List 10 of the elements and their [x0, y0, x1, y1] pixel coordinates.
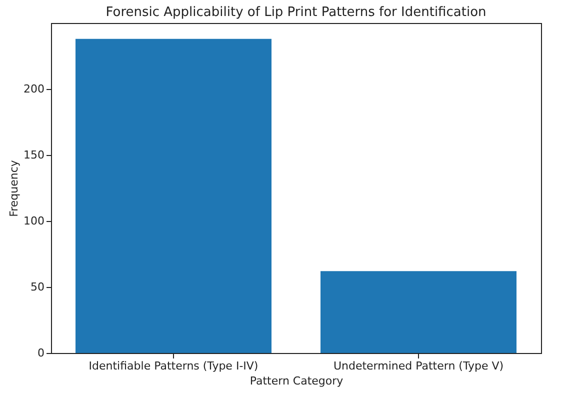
x-tick-label: Identifiable Patterns (Type I-IV) — [88, 360, 258, 372]
chart-title: Forensic Applicability of Lip Print Patterns for Identification — [106, 5, 486, 20]
x-axis-title: Pattern Category — [250, 374, 344, 388]
y-axis-title: Frequency — [8, 160, 21, 217]
y-tick-label: 200 — [24, 82, 44, 96]
y-tick-label: 0 — [38, 346, 44, 360]
y-tick-label: 150 — [24, 148, 44, 162]
y-tick-label: 100 — [24, 214, 44, 228]
y-tick-label: 50 — [30, 280, 44, 294]
x-tick-label: Undetermined Pattern (Type V) — [333, 360, 504, 372]
